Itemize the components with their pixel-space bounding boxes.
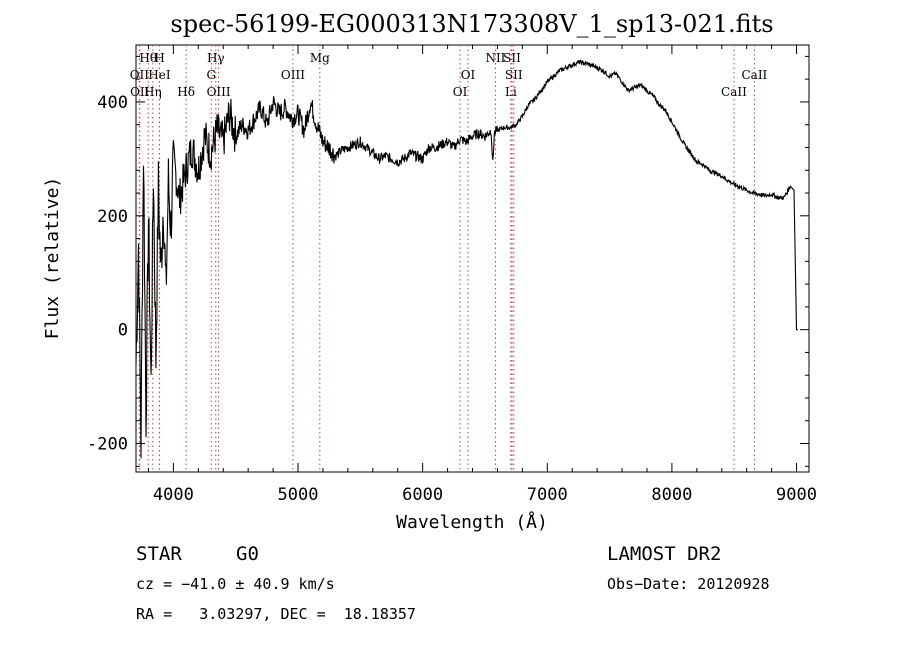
- redshift-cz: cz = −41.0 ± 40.9 km/s: [136, 575, 335, 593]
- x-axis-label: Wavelength (Å): [396, 511, 548, 533]
- spectral-line-label: G: [206, 68, 216, 82]
- spectral-line-label: H: [154, 51, 164, 65]
- spectral-line-label: Hδ: [177, 85, 195, 99]
- spectral-line-label: Hγ: [207, 51, 225, 65]
- plot-frame: [135, 44, 810, 473]
- spectral-line-label: OII: [130, 85, 150, 99]
- spectral-line-markers: [138, 45, 755, 472]
- spectral-line-label: HeI: [148, 68, 171, 82]
- spectral-line-label: OII: [130, 68, 150, 82]
- survey-name: LAMOST DR2: [607, 543, 721, 565]
- y-tick-label: 0: [118, 321, 128, 341]
- spectral-line-label: OIII: [207, 85, 231, 99]
- spectral-line-label: OI: [461, 68, 476, 82]
- spectral-line-label: CaII: [721, 85, 747, 99]
- x-tick-label: 7000: [527, 485, 568, 505]
- spectral-line-label: Li: [505, 85, 517, 99]
- observation-date: Obs−Date: 20120928: [607, 575, 770, 593]
- spectral-line-label: OIII: [281, 68, 305, 82]
- x-axis-ticks: 4000 5000 6000 7000 8000 9000: [147, 45, 817, 505]
- object-class: STAR: [136, 543, 182, 565]
- spectral-line-label: Hη: [144, 85, 162, 99]
- x-tick-label: 8000: [651, 485, 692, 505]
- y-axis-label: Flux (relative): [42, 177, 63, 340]
- spectral-line-label: NII: [485, 51, 505, 65]
- object-subclass: G0: [236, 543, 259, 565]
- spectral-line-label: Mg: [310, 51, 330, 65]
- y-tick-label: 400: [97, 93, 128, 113]
- y-tick-label: -200: [87, 435, 128, 455]
- spectral-line-label: Hθ: [139, 51, 157, 65]
- spectral-line-label: OI: [453, 85, 468, 99]
- chart-title: spec-56199-EG000313N173308V_1_sp13-021.f…: [170, 10, 773, 38]
- spectral-line-label: SII: [503, 51, 521, 65]
- coordinates: RA = 3.03297, DEC = 18.18357: [136, 605, 416, 623]
- spectral-line-label: SII: [505, 68, 523, 82]
- x-tick-label: 6000: [402, 485, 443, 505]
- x-tick-label: 4000: [153, 485, 194, 505]
- spectral-line-label: CaII: [741, 68, 767, 82]
- x-tick-label: 5000: [278, 485, 319, 505]
- y-tick-label: 200: [97, 207, 128, 227]
- spectrum-line: [135, 59, 798, 459]
- y-axis-ticks: -200 0 200 400: [87, 55, 809, 467]
- x-tick-label: 9000: [776, 485, 817, 505]
